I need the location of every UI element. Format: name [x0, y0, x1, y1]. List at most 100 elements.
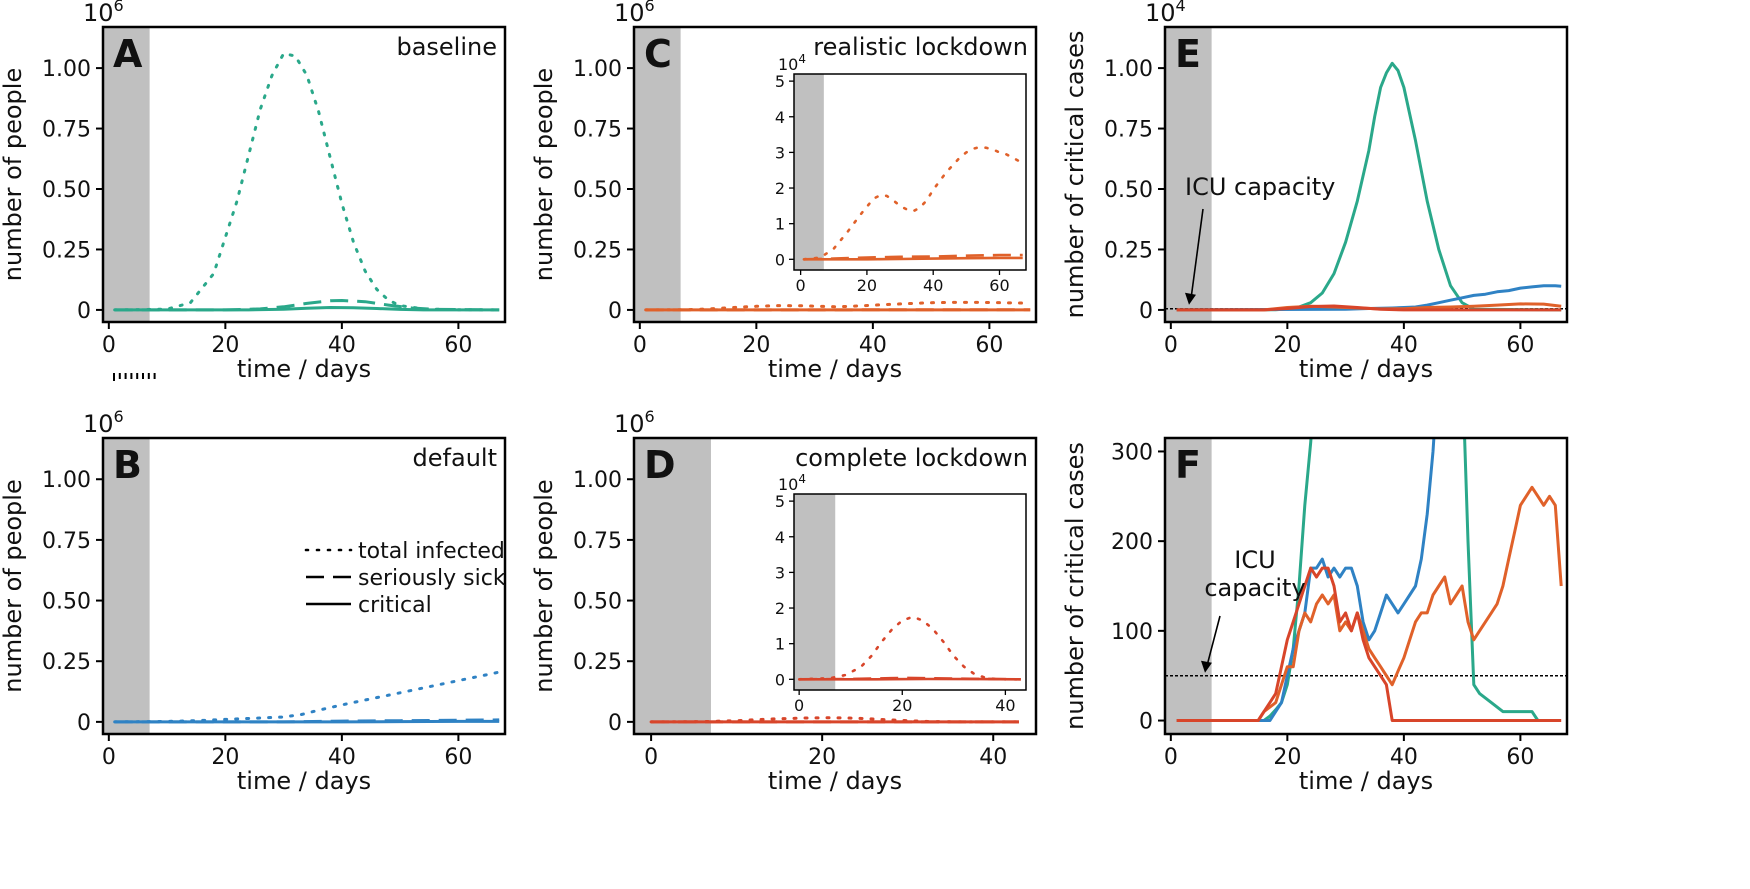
x-tick-label: 20: [808, 745, 836, 770]
inset-x-tick-label: 0: [796, 276, 806, 295]
y-tick-label: 0: [77, 711, 91, 736]
series-group: [1176, 438, 1563, 722]
icu-arrow-head: [1185, 292, 1196, 305]
panel-b-series-2-solid-line: [114, 719, 500, 724]
y-axis-label: number of people: [0, 479, 27, 692]
inset-frame: [793, 73, 1027, 271]
x-tick-label: 0: [102, 333, 116, 358]
x-tick-label: 0: [1164, 745, 1178, 770]
x-tick-label: 20: [742, 333, 770, 358]
inset-shaded-period: [794, 74, 824, 270]
inset-x-tick-label: 20: [857, 276, 877, 295]
y-tick-label: 0.75: [42, 118, 91, 143]
inset-c-series-2-solid-line: [803, 256, 1023, 261]
x-tick-label: 0: [644, 745, 658, 770]
x-tick-label: 20: [1273, 333, 1301, 358]
x-axis-label: time / days: [237, 355, 371, 383]
y-tick-label: 0.50: [573, 178, 622, 203]
panel-f: 0 20 40 60 0 100 200 300 time / days number of cr…: [1061, 436, 1569, 795]
x-tick-label: 40: [859, 333, 887, 358]
panel-letter: B: [113, 443, 142, 487]
y-tick-label: 0.75: [573, 529, 622, 554]
panel-title: realistic lockdown: [813, 33, 1028, 61]
panel-e: 0 20 40 60 0 0.25 0.50 0.75 1.00 time / days numbe…: [1061, 0, 1569, 383]
inset-y-tick-label: 1: [775, 215, 785, 234]
panel-b-series-0-dotted-line: [113, 670, 501, 724]
shaded-period: [103, 27, 150, 322]
inset-x-tick-label: 0: [794, 696, 804, 715]
plot-frame: [101, 25, 507, 324]
inset-x-tick-label: 20: [892, 696, 912, 715]
y-axis-label: number of critical cases: [1061, 442, 1089, 730]
series-group: [1176, 61, 1562, 312]
y-tick-label: 0.50: [1104, 178, 1153, 203]
panel-title: complete lockdown: [795, 444, 1028, 472]
panel-b: 0 20 40 60 0 0.25 0.50 0.75 1.00 time / days numbe…: [0, 407, 507, 795]
x-tick-label: 20: [211, 333, 239, 358]
y-tick-label: 0.25: [573, 650, 622, 675]
inset-series-group: [802, 145, 1025, 261]
day-marker-ticks: [113, 373, 156, 381]
legend-item-critical: critical: [358, 593, 432, 618]
x-axis-label: time / days: [1299, 767, 1433, 795]
x-axis-label: time / days: [1299, 355, 1433, 383]
panel-f-series-0-solid-line: [1176, 438, 1540, 722]
x-tick-label: 40: [328, 745, 356, 770]
y-tick-label: 0: [608, 299, 622, 324]
inset-y-tick-label: 5: [775, 492, 785, 511]
legend-item-total-infected: total infected: [358, 539, 505, 564]
inset-y-tick-label: 4: [775, 108, 785, 127]
shaded-period: [634, 27, 681, 322]
y-multiplier: 106: [614, 0, 655, 27]
x-axis-label: time / days: [768, 355, 902, 383]
x-tick-label: 20: [211, 745, 239, 770]
shaded-period: [1165, 27, 1212, 322]
y-tick-label: 0: [77, 299, 91, 324]
y-multiplier: 106: [614, 407, 655, 438]
y-tick-label: 1.00: [42, 468, 91, 493]
inset-y-tick-label: 0: [775, 670, 785, 689]
panel-f-series-2-solid-line: [1176, 485, 1563, 722]
x-tick-label: 40: [328, 333, 356, 358]
y-tick-label: 0.50: [42, 590, 91, 615]
y-axis-label: number of people: [530, 68, 558, 281]
panel-letter: E: [1175, 32, 1201, 76]
plot-frame: [632, 25, 1038, 324]
y-tick-label: 0.75: [573, 118, 622, 143]
inset-y-tick-label: 5: [775, 72, 785, 91]
panel-f-series-3-solid-line: [1176, 566, 1562, 722]
inset-y-tick-label: 2: [775, 179, 785, 198]
y-tick-label: 1.00: [573, 468, 622, 493]
y-tick-label: 0.25: [42, 238, 91, 263]
inset-shaded-period: [794, 494, 836, 690]
y-tick-label: 0.25: [42, 650, 91, 675]
panel-e-series-3-solid-line: [1176, 304, 1562, 312]
inset-y-tick-label: 2: [775, 599, 785, 618]
shaded-period: [103, 438, 150, 734]
plot-frame: [1163, 436, 1569, 736]
y-tick-label: 0: [1139, 299, 1153, 324]
y-tick-label: 0: [608, 711, 622, 736]
panel-c: 0 20 40 60 0 0.25 0.50 0.75 1.00 time / days numbe…: [530, 0, 1038, 383]
y-tick-label: 1.00: [1104, 57, 1153, 82]
y-tick-label: 0.50: [573, 590, 622, 615]
x-tick-label: 0: [102, 745, 116, 770]
inset-c-series-0-dotted-line: [802, 145, 1025, 261]
y-tick-label: 0.25: [573, 238, 622, 263]
plot-frame: [632, 436, 1038, 736]
icu-arrow-head: [1201, 660, 1212, 673]
x-tick-label: 60: [1506, 333, 1534, 358]
panel-f-series-1-solid-line: [1176, 438, 1436, 722]
y-axis-label: number of people: [0, 68, 27, 281]
inset-x-tick-label: 40: [995, 696, 1015, 715]
x-tick-label: 60: [444, 333, 472, 358]
panel-letter: F: [1175, 443, 1201, 487]
shaded-period: [634, 438, 711, 734]
y-tick-label: 0.25: [1104, 238, 1153, 263]
inset-x-tick-label: 60: [989, 276, 1009, 295]
plot-frame: [1163, 25, 1569, 324]
y-tick-label: 1.00: [573, 57, 622, 82]
